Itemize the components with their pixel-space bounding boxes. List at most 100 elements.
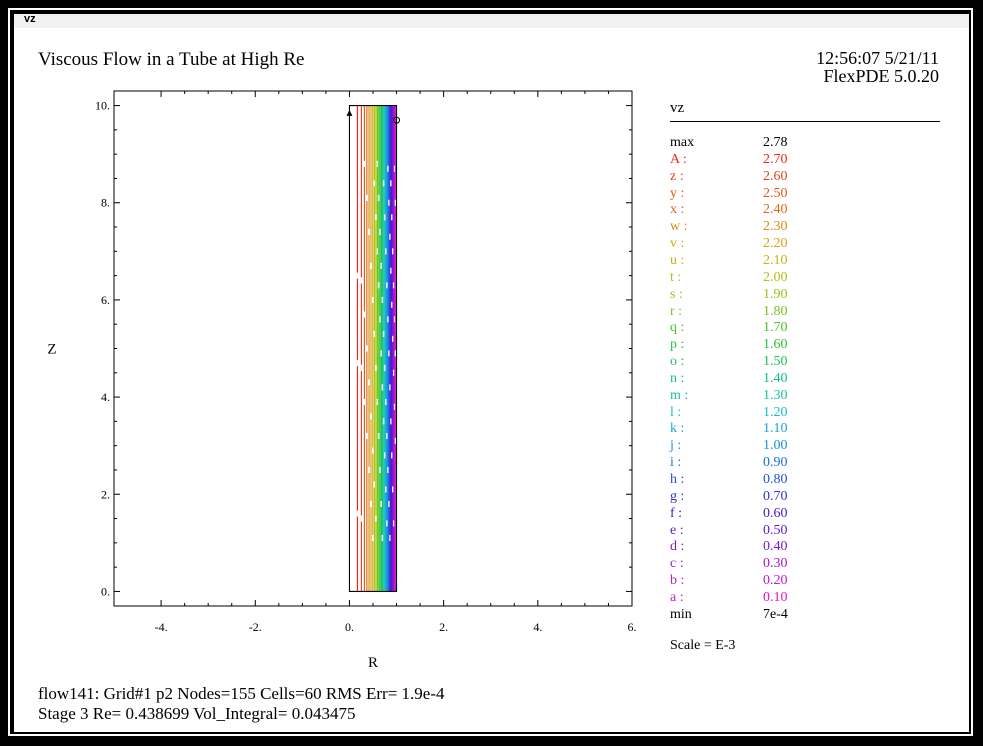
legend-level-q-value: 1.70 <box>763 320 788 336</box>
legend-level-o-value: 1.50 <box>763 354 788 370</box>
legend-level-r-label: r : <box>670 303 683 319</box>
contour-label-gap <box>392 520 395 527</box>
legend-level-v-label: v : <box>670 236 685 252</box>
contour-label-gap <box>363 311 366 318</box>
contour-label-gap <box>390 267 393 274</box>
contour-label-gap <box>392 486 395 493</box>
contour-label-gap <box>387 316 390 323</box>
contour-label-gap <box>379 466 382 473</box>
contour-label-gap <box>388 500 391 507</box>
legend-level-x-value: 2.40 <box>763 202 788 218</box>
y-axis-label: Z <box>47 342 56 358</box>
legend-level-w-label: w : <box>670 219 688 235</box>
legend-level-h-value: 0.80 <box>763 472 788 487</box>
contour-label-gap <box>388 350 391 357</box>
x-axis-label: R <box>368 655 378 671</box>
legend-level-e-value: 0.50 <box>763 522 788 538</box>
contour-label-gap <box>380 500 383 507</box>
legend-level-z-value: 2.60 <box>763 168 788 184</box>
legend-level-b-value: 0.20 <box>763 573 788 589</box>
contour-label-gap <box>368 379 371 386</box>
contour-label-gap <box>374 214 377 221</box>
contour-label-gap <box>386 432 389 439</box>
x-tick-label: 6. <box>628 620 637 634</box>
legend-level-g-value: 0.70 <box>763 488 788 504</box>
legend-level-w-value: 2.30 <box>763 219 788 235</box>
contour-label-gap <box>391 452 394 459</box>
contour-label-gap <box>363 398 366 405</box>
legend-level-z-label: z : <box>670 168 684 184</box>
legend-level-g-label: g : <box>670 488 685 504</box>
contour-label-gap <box>376 248 379 255</box>
legend-level-c-value: 0.30 <box>763 556 788 572</box>
contour-label-gap <box>392 282 395 289</box>
timestamp: 12:56:07 5/21/11 <box>816 48 939 68</box>
legend-variable: vz <box>670 100 685 116</box>
legend-level-d-value: 0.40 <box>763 539 788 555</box>
legend-level-n-value: 1.40 <box>763 370 788 386</box>
legend-max-label: max <box>670 135 695 150</box>
legend-level-h-label: h : <box>670 472 685 487</box>
legend-level-x-label: x : <box>670 202 685 218</box>
status-line-1: flow141: Grid#1 p2 Nodes=155 Cells=60 RM… <box>38 684 445 703</box>
contour-label-gap <box>373 481 376 488</box>
legend-level-p-label: p : <box>670 337 685 353</box>
x-tick-label: -2. <box>249 620 262 634</box>
contour-label-gap <box>392 248 395 255</box>
contour-label-gap <box>383 214 386 221</box>
contour-label-gap <box>356 510 359 517</box>
contour-label-gap <box>382 180 385 187</box>
contour-label-gap <box>365 432 368 439</box>
contour-label-gap <box>360 277 363 284</box>
legend-level-o-label: o : <box>670 354 685 370</box>
legend-level-f-label: f : <box>670 505 683 521</box>
legend-level-v-value: 2.20 <box>763 236 788 252</box>
contour-label-gap <box>389 534 392 541</box>
contour-label-gap <box>373 180 376 187</box>
window-label: vz <box>24 13 36 25</box>
window-titlebar[interactable] <box>14 14 969 28</box>
contour-label-gap <box>382 418 385 425</box>
contour-label-gap <box>380 262 383 269</box>
legend-level-d-label: d : <box>670 539 685 555</box>
window-frame <box>8 8 973 736</box>
contour-label-gap <box>369 500 372 507</box>
contour-label-gap <box>360 515 363 522</box>
legend-level-A-value: 2.70 <box>763 151 788 167</box>
contour-label-gap <box>368 228 371 235</box>
legend-level-e-label: e : <box>670 522 684 538</box>
contour-label-gap <box>383 364 386 371</box>
legend-scale: Scale = E-3 <box>670 638 736 653</box>
legend-level-t-value: 2.00 <box>763 269 788 285</box>
y-tick-label: 4. <box>101 390 110 404</box>
legend-level-l-label: l : <box>670 404 682 420</box>
legend-level-m-value: 1.30 <box>763 387 788 403</box>
contour-label-gap <box>381 296 384 303</box>
x-tick-label: 2. <box>439 620 448 634</box>
legend-level-p-value: 1.60 <box>763 337 788 353</box>
contour-label-gap <box>377 282 380 289</box>
contour-label-gap <box>369 413 372 420</box>
legend-level-k-label: k : <box>670 421 685 437</box>
contour-label-gap <box>391 214 394 221</box>
y-tick-label: 0. <box>101 584 110 598</box>
legend-level-a-label: a : <box>670 589 684 605</box>
legend-level-t-label: t : <box>670 269 682 285</box>
contour-label-gap <box>390 418 393 425</box>
contour-label-gap <box>385 398 388 405</box>
legend-level-i-value: 0.90 <box>763 455 788 471</box>
contour-label-gap <box>389 384 392 391</box>
legend-min-value: 7e-4 <box>763 606 788 622</box>
contour-label-gap <box>371 296 374 303</box>
legend-level-l-value: 1.20 <box>763 404 788 420</box>
contour-label-gap <box>371 447 374 454</box>
contour-label-gap <box>386 520 389 527</box>
legend-level-j-label: j : <box>670 438 682 454</box>
contour-label-gap <box>393 165 396 172</box>
legend-level-u-label: u : <box>670 252 685 268</box>
legend-level-r-value: 1.80 <box>763 303 788 319</box>
legend-level-s-value: 1.90 <box>763 286 788 302</box>
legend-level-k-value: 1.10 <box>763 421 788 437</box>
legend-divider <box>670 121 940 122</box>
contour-label-gap <box>387 165 390 172</box>
